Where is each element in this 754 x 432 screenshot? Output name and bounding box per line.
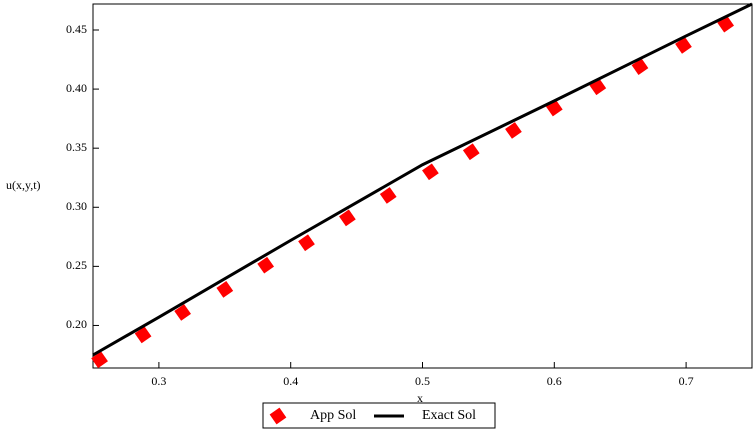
legend-label: Exact Sol: [422, 408, 476, 423]
legend-swatch: [269, 407, 287, 425]
legend-label: App Sol: [310, 408, 356, 423]
point: [462, 143, 480, 161]
point: [339, 209, 356, 227]
point: [298, 234, 315, 252]
x-tick-label: 0.6: [547, 374, 562, 388]
y-tick-label: 0.20: [66, 317, 87, 331]
y-tick-label: 0.35: [66, 140, 87, 154]
x-axis-label: x: [417, 391, 423, 405]
line: [92, 2, 753, 357]
y-tick-label: 0.25: [66, 258, 87, 272]
point: [174, 304, 191, 321]
x-tick-label: 0.7: [679, 374, 694, 388]
y-tick-label: 0.30: [66, 199, 87, 213]
y-tick-label: 0.45: [66, 22, 87, 36]
x-tick-label: 0.3: [151, 374, 166, 388]
plot-frame: [92, 3, 753, 369]
x-tick-label: 0.4: [283, 374, 298, 388]
y-axis-label: u(x,y,t): [6, 178, 41, 192]
y-tick-label: 0.40: [66, 81, 87, 95]
point: [91, 351, 108, 369]
point: [257, 256, 275, 274]
point: [631, 58, 649, 75]
point: [675, 37, 692, 54]
point: [505, 122, 522, 139]
point: [134, 326, 152, 344]
x-tick-label: 0.5: [415, 374, 430, 388]
point: [422, 163, 439, 181]
point: [379, 187, 397, 204]
point: [216, 281, 234, 298]
